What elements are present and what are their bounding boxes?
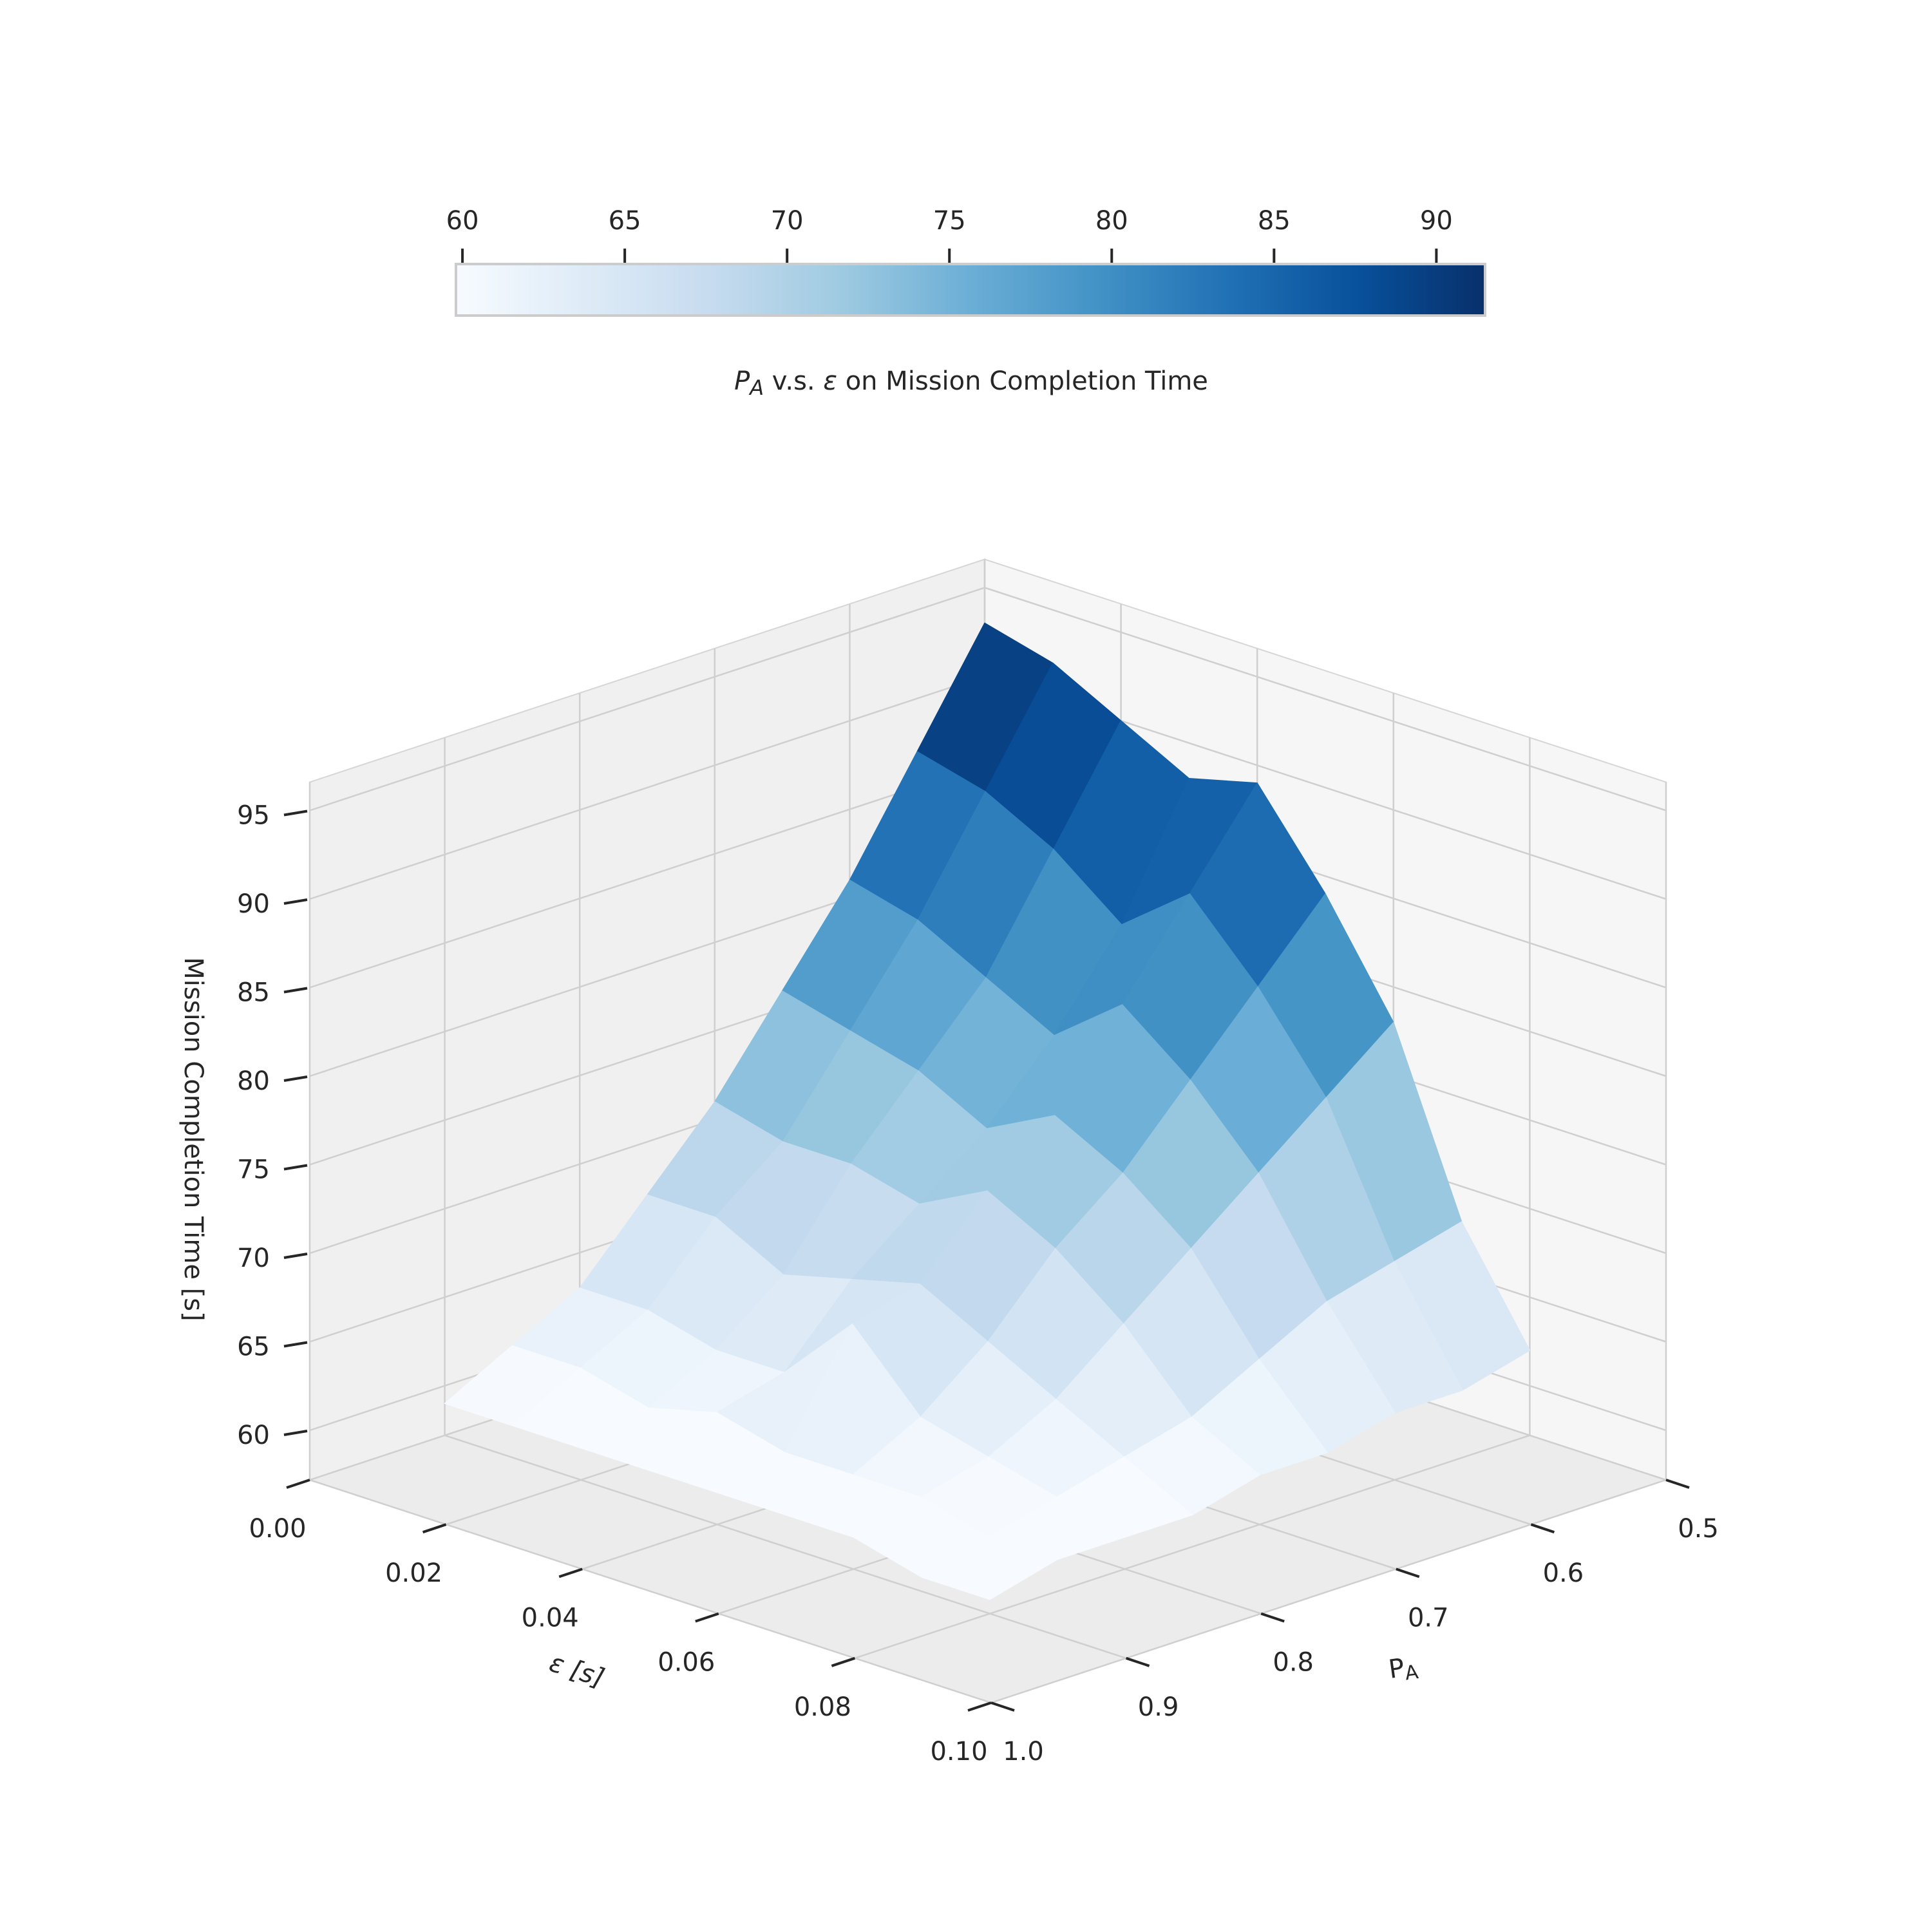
tick-mark [283, 1164, 308, 1171]
tick-mark [283, 898, 308, 905]
colorbar [455, 263, 1486, 317]
tick-mark [283, 1253, 308, 1259]
x-tick-label: 0.00 [249, 1514, 306, 1544]
tick-mark [286, 1479, 310, 1489]
colorbar-tick-label: 70 [771, 206, 804, 236]
x-axis-label: ε [s] [545, 1648, 607, 1693]
colorbar-tick-label: 65 [609, 206, 641, 236]
tick-mark [558, 1567, 583, 1578]
tick-mark [283, 1075, 308, 1082]
y-label-part: P [1387, 1653, 1406, 1685]
grid-line [309, 1479, 992, 1704]
z-tick-label: 65 [237, 1332, 270, 1362]
x-tick-label: 0.02 [385, 1558, 442, 1588]
tick-mark [1665, 1479, 1690, 1489]
tick-mark [1260, 1612, 1285, 1623]
title-part: A [748, 375, 764, 400]
tick-mark [831, 1656, 856, 1667]
colorbar-tick-label: 75 [933, 206, 966, 236]
colorbar-tick-label: 80 [1095, 206, 1128, 236]
z-tick-label: 75 [237, 1155, 270, 1185]
colorbar-tick-label: 60 [446, 206, 479, 236]
y-label-part: A [1403, 1660, 1420, 1685]
y-axis-label: PA [1387, 1651, 1420, 1687]
z-axis-label: Mission Completion Time [s] [178, 957, 208, 1321]
y-tick-label: 1.0 [1003, 1737, 1044, 1766]
surface [444, 622, 1531, 1600]
title-part: on Mission Completion Time [837, 366, 1208, 396]
grid-line [309, 764, 985, 989]
z-tick-label: 95 [237, 801, 270, 831]
z-tick-label: 70 [237, 1244, 270, 1273]
y-tick-label: 0.5 [1678, 1514, 1719, 1544]
x-tick-label: 0.04 [522, 1603, 579, 1633]
tick-mark [283, 1430, 308, 1436]
title-part: v.s. [764, 366, 823, 396]
z-tick-label: 90 [237, 889, 270, 919]
tick-mark [1125, 1656, 1150, 1667]
z-tick-label: 85 [237, 978, 270, 1008]
x-tick-label: 0.06 [658, 1648, 715, 1678]
tick-mark [283, 987, 308, 994]
tick-mark [1396, 1567, 1420, 1578]
grid-line [309, 675, 985, 900]
grid-line [444, 1434, 1126, 1659]
tick-mark [1530, 1523, 1555, 1534]
tick-mark [283, 810, 308, 817]
tick-mark [422, 1523, 447, 1534]
y-tick-label: 0.7 [1408, 1603, 1449, 1633]
chart-title: PA v.s. ε on Mission Completion Time [734, 366, 1208, 400]
y-tick-label: 0.8 [1273, 1648, 1314, 1678]
z-tick-label: 80 [237, 1066, 270, 1096]
title-part: ε [823, 366, 837, 396]
grid-line [990, 1479, 1667, 1704]
y-tick-label: 0.9 [1138, 1692, 1179, 1722]
x-tick-label: 0.10 [930, 1737, 987, 1766]
surface-face [921, 1537, 1058, 1600]
colorbar-tick-label: 90 [1420, 206, 1453, 236]
tick-mark [990, 1701, 1015, 1712]
x-tick-label: 0.08 [794, 1692, 851, 1722]
grid-line [309, 587, 985, 811]
grid-line [984, 587, 1667, 811]
colorbar-tick-label: 85 [1258, 206, 1291, 236]
y-tick-label: 0.6 [1543, 1558, 1584, 1588]
title-part: P [734, 366, 750, 396]
tick-mark [283, 1341, 308, 1348]
grid-line [855, 1434, 1530, 1659]
tick-mark [967, 1701, 992, 1712]
tick-mark [695, 1612, 719, 1623]
z-tick-label: 60 [237, 1421, 270, 1450]
